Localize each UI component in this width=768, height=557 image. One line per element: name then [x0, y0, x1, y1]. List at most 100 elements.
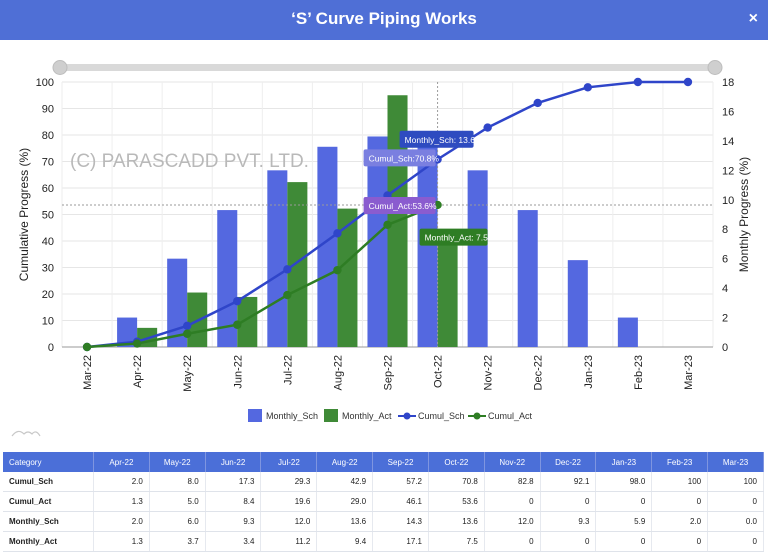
table-cell: 92.1 — [540, 472, 597, 492]
table-cell: 100 — [707, 472, 764, 492]
table-row-label: Cumul_Act — [3, 491, 94, 512]
legend-swatch — [248, 409, 262, 422]
table-header-month: Feb-23 — [651, 452, 709, 472]
chart-header: ‘S’ Curve Piping Works × — [0, 0, 768, 40]
left-axis-tick-label: 30 — [42, 263, 54, 275]
table-body: Cumul_Sch 2.0 8.0 17.3 29.3 42.9 57.2 70.8 82.8 9… — [3, 472, 764, 552]
left-axis-tick-label: 100 — [36, 77, 54, 89]
bar-monthly-sch — [517, 210, 538, 347]
legend-marker — [403, 412, 411, 420]
point-cumul-act — [283, 290, 292, 300]
table-cell: 11.2 — [260, 531, 318, 552]
x-axis-tick-label: Jul-22 — [282, 355, 294, 385]
table-cell: 2.0 — [93, 511, 150, 532]
table-cell: 5.0 — [149, 491, 206, 512]
right-axis-tick-label: 2 — [722, 313, 728, 325]
x-axis-tick-label: Oct-22 — [433, 355, 445, 388]
point-cumul-sch — [233, 296, 242, 306]
bar-monthly-sch — [117, 317, 138, 347]
point-cumul-act — [82, 342, 92, 352]
table-row-label: Cumul_Sch — [3, 472, 94, 492]
tooltip-label: Cumul_Act:53.6% — [369, 201, 437, 211]
zoom-handle-right[interactable] — [707, 60, 723, 75]
table-row-label: Monthly_Sch — [3, 511, 94, 532]
legend-marker — [473, 412, 481, 420]
table-cell: 6.0 — [149, 511, 206, 532]
table-row-label: Monthly_Act — [3, 531, 94, 552]
tooltip-box — [363, 196, 436, 214]
table-cell: 0 — [651, 531, 709, 552]
table-row: Monthly_Sch 2.0 6.0 9.3 12.0 13.6 14.3 13.6 12.0… — [3, 511, 764, 532]
point-cumul-sch — [583, 83, 593, 92]
right-axis-tick-label: 14 — [722, 136, 734, 148]
x-axis-tick-label: May-22 — [182, 355, 194, 392]
legend-label: Cumul_Sch — [418, 411, 465, 421]
table-cell: 0 — [707, 531, 764, 552]
tooltip-box — [363, 149, 436, 167]
x-axis-tick-label: Mar-23 — [683, 355, 695, 390]
x-axis-tick-label: Dec-22 — [533, 355, 545, 390]
x-axis-tick-label: Jan-23 — [583, 355, 595, 389]
table-cell: 14.3 — [372, 511, 429, 532]
left-axis-title: Cumulative Progress (%) — [17, 148, 31, 281]
table-header-category: Category — [3, 452, 94, 472]
point-cumul-sch — [483, 123, 492, 132]
point-cumul-act — [383, 220, 392, 230]
right-axis-tick-label: 12 — [722, 165, 734, 177]
table-cell: 29.3 — [260, 472, 318, 492]
table-cell: 3.4 — [205, 531, 262, 552]
point-cumul-act — [233, 320, 242, 329]
x-axis-tick-label: Jun-22 — [232, 355, 244, 389]
table-cell: 53.6 — [428, 491, 485, 512]
table-cell: 2.0 — [651, 511, 709, 532]
point-cumul-sch — [283, 265, 292, 274]
watermark-text: (C) PARASCADD PVT. LTD. — [70, 151, 309, 172]
table-cell: 12.0 — [260, 511, 318, 532]
table-row: Cumul_Act 1.3 5.0 8.4 19.6 29.0 46.1 53.6 0 0 0 0 0 — [3, 491, 764, 512]
zoom-handle-left[interactable] — [52, 60, 68, 75]
table-cell: 70.8 — [428, 472, 485, 492]
point-cumul-act — [132, 339, 142, 348]
close-icon[interactable]: × — [748, 10, 758, 27]
table-cell: 0 — [595, 531, 653, 552]
table-header-row: Category Apr-22 May-22 Jun-22 Jul-22 Aug-22 Se… — [3, 452, 764, 472]
point-cumul-sch — [333, 229, 342, 238]
legend-label: Monthly_Sch — [266, 411, 318, 421]
tooltip-label: Cumul_Sch:70.8% — [369, 153, 440, 163]
left-axis-tick-label: 90 — [42, 104, 54, 116]
bar-monthly-sch — [267, 170, 288, 347]
table-cell: 0 — [484, 531, 541, 552]
table-header-month: May-22 — [149, 452, 206, 472]
right-axis-tick-label: 10 — [722, 195, 734, 207]
table-cell: 0.0 — [707, 511, 764, 532]
tooltip-label: Monthly_Act: 7.5 — [425, 233, 489, 243]
table-cell: 17.1 — [372, 531, 429, 552]
table-cell: 7.5 — [428, 531, 485, 552]
left-axis-tick-label: 40 — [42, 236, 54, 248]
x-axis-tick-label: Nov-22 — [483, 355, 495, 390]
point-cumul-sch — [533, 98, 542, 108]
left-axis-tick-label: 70 — [42, 157, 54, 169]
table-cell: 0 — [707, 491, 764, 512]
zoom-scrollbar-track — [60, 64, 715, 71]
right-axis-tick-label: 16 — [722, 106, 734, 118]
table-cell: 19.6 — [260, 491, 318, 512]
table-cell: 0 — [484, 491, 541, 512]
table-cell: 5.9 — [595, 511, 653, 532]
bar-monthly-act — [337, 208, 358, 347]
table-cell: 0 — [651, 491, 709, 512]
table-cell: 13.6 — [316, 511, 374, 532]
table-header-month: Mar-23 — [707, 452, 764, 472]
cloud-logo-icon — [11, 430, 41, 437]
table-cell: 0 — [540, 491, 597, 512]
left-axis-tick-label: 80 — [42, 130, 54, 142]
bar-monthly-sch — [467, 170, 488, 347]
right-axis-tick-label: 4 — [722, 283, 728, 295]
bar-monthly-sch — [367, 136, 388, 347]
bar-monthly-sch — [217, 210, 238, 347]
table-cell: 3.7 — [149, 531, 206, 552]
right-axis-title: Monthly Progress (%) — [737, 157, 751, 272]
table-cell: 17.3 — [205, 472, 262, 492]
tooltip-label: Monthly_Sch: 13.6 — [405, 135, 476, 145]
s-curve-chart: 0 10 20 30 40 50 60 70 80 90 100 0 2 4 6 8 10 12 14 16 18 Cum… — [11, 60, 751, 437]
